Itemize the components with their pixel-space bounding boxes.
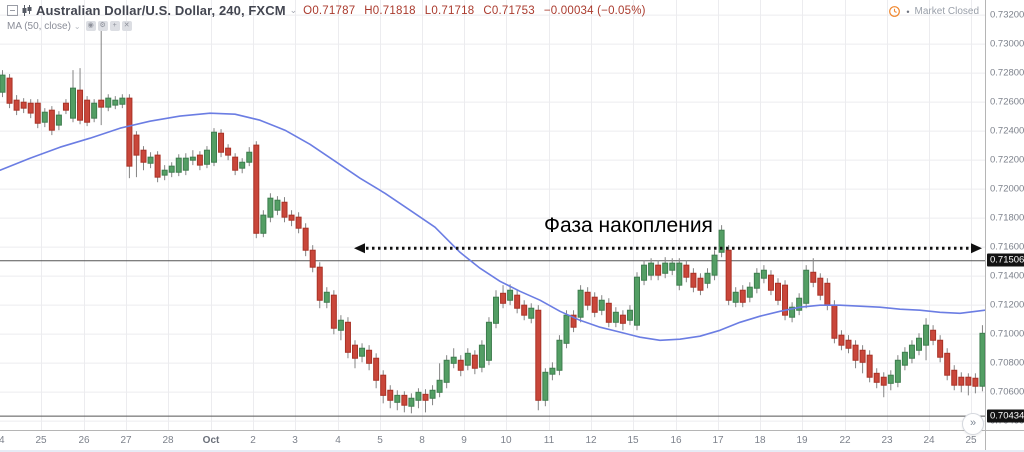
time-tick-label: 8 [419,435,425,446]
price-tick-label: 0.70800 [990,357,1024,369]
time-tick-label: 11 [543,435,555,446]
hide-indicator-icon[interactable]: ◉ [85,21,96,31]
price-level-badge: 0.70434 [987,409,1024,423]
time-tick-label: 24 [923,435,935,446]
symbol-title[interactable]: Australian Dollar/U.S. Dollar, 240, FXCM [36,3,286,18]
price-tick-label: 0.71800 [990,212,1024,224]
time-tick-label: 3 [292,435,298,446]
price-tick-label: 0.71400 [990,270,1024,282]
go-to-realtime-button[interactable]: » [962,413,984,435]
time-tick-label: 27 [120,435,132,446]
time-tick-label: 9 [461,435,467,446]
chart-style-icon[interactable] [22,5,32,16]
price-tick-label: 0.72600 [990,96,1024,108]
price-tick-label: 0.71600 [990,241,1024,253]
open-value: O0.71787 [303,4,356,17]
indicator-label[interactable]: MA (50, close) [7,20,71,32]
add-indicator-icon[interactable]: + [109,21,120,31]
price-axis-border [985,0,986,452]
time-tick-label: 25 [965,435,977,446]
high-value: H0.71818 [364,4,416,17]
time-tick-label: 28 [162,435,174,446]
price-tick-label: 0.72200 [990,154,1024,166]
price-tick-label: 0.70600 [990,386,1024,398]
accumulation-phase-annotation[interactable]: Фаза накопления [544,214,713,237]
time-tick-label: 2 [250,435,256,446]
status-bullet: • [906,6,910,17]
market-closed-label: Market Closed [914,6,979,17]
price-tick-label: 0.72400 [990,125,1024,137]
price-tick-label: 0.72000 [990,183,1024,195]
chart-legend: Australian Dollar/U.S. Dollar, 240, FXCM… [7,3,655,33]
low-value: L0.71718 [424,4,475,17]
ohlc-values: O0.71787 H0.71818 L0.71718 C0.71753 −0.00034… [303,5,655,17]
level-lines [0,260,986,417]
time-tick-label: 17 [712,435,724,446]
time-tick-label: 12 [585,435,597,446]
price-tick-label: 0.73200 [990,9,1024,21]
ma-line [0,112,986,342]
window-bottom-edge [0,450,1024,452]
clock-icon [889,6,901,17]
trend-arrow [354,243,982,254]
market-status: • Market Closed [889,6,979,17]
price-tick-label: 0.71000 [990,328,1024,340]
change-value: −0.00034 (−0.05%) [543,4,646,17]
time-tick-label: 10 [500,435,512,446]
time-axis[interactable]: 2425262728Oct234589101112151617181922232… [0,431,985,452]
time-tick-label: 23 [881,435,893,446]
time-tick-label: 18 [754,435,766,446]
price-axis[interactable]: 0.73200 0.73000 0.72800 0.72600 0.72400 0.722… [986,0,1024,430]
price-tick-label: 0.72800 [990,67,1024,79]
indicator-buttons: ◉ ⚙ + ✕ [85,21,134,31]
remove-indicator-icon[interactable]: ✕ [121,21,132,31]
time-tick-label: 19 [796,435,808,446]
time-axis-border [0,430,1024,431]
candles-layer [0,22,986,414]
time-tick-label: Oct [202,435,220,446]
indicator-caret[interactable]: ⌄ [73,21,81,31]
close-value: C0.71753 [483,4,535,17]
time-tick-label: 16 [670,435,682,446]
time-tick-label: 15 [627,435,639,446]
collapse-legend-icon[interactable] [7,5,18,16]
time-tick-label: 26 [78,435,90,446]
time-tick-label: 5 [377,435,383,446]
symbol-dropdown-caret[interactable]: ⌄ [289,5,298,15]
indicator-settings-icon[interactable]: ⚙ [97,21,108,31]
time-tick-label: 25 [35,435,47,446]
price-tick-label: 0.73000 [990,38,1024,50]
price-level-badge: 0.71506 [987,253,1024,267]
price-tick-label: 0.71200 [990,299,1024,311]
grid-layer [0,0,986,430]
time-tick-label: 4 [335,435,341,446]
time-tick-label: 22 [839,435,851,446]
time-tick-label: 24 [0,435,5,446]
